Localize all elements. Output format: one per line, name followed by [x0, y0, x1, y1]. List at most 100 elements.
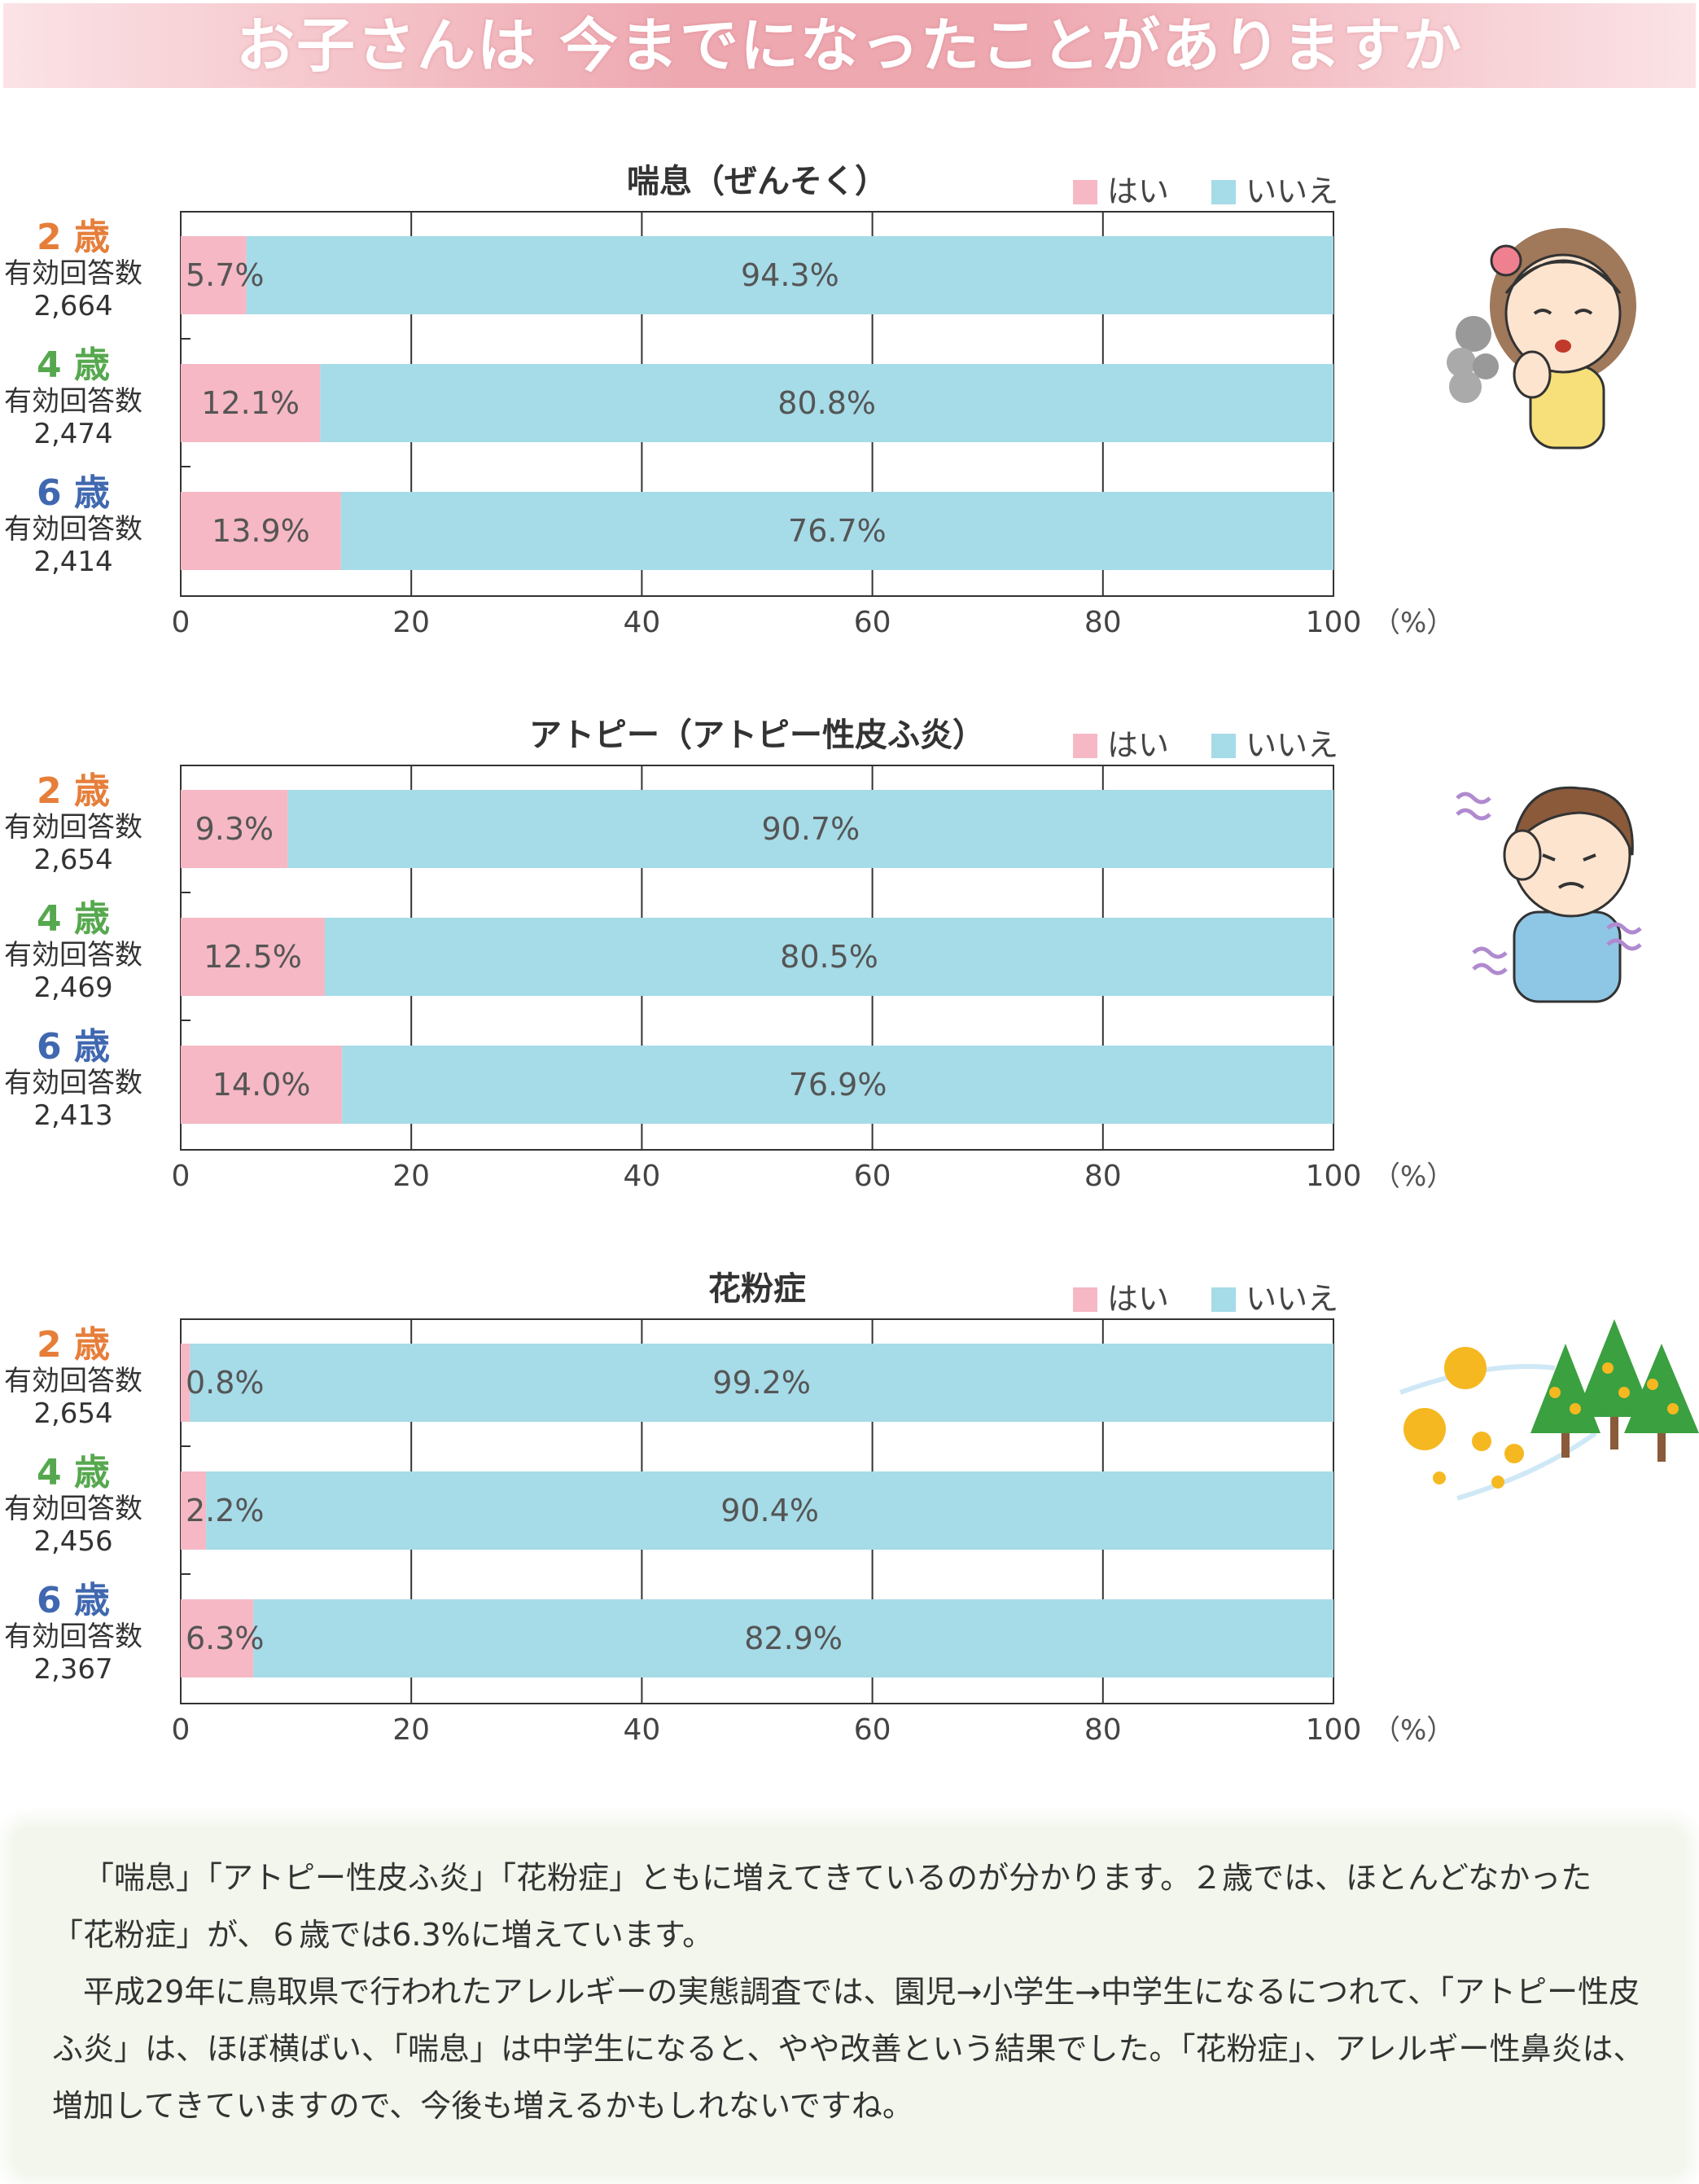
bar-yes: [181, 236, 247, 314]
respondents-label: 有効回答数: [4, 513, 142, 546]
category-label: 4 歳有効回答数 2,456: [0, 1452, 147, 1559]
bar-no: [253, 1599, 1333, 1677]
age-label: 2 歳: [37, 770, 110, 812]
x-tick-label: 60: [854, 1713, 891, 1747]
legend-label-no: いいえ: [1246, 173, 1339, 209]
page-title: お子さんは 今までになったことがありますか: [235, 11, 1464, 80]
data-label-yes: 6.3%: [186, 1620, 265, 1656]
x-tick-label: 0: [172, 1160, 190, 1193]
legend-label-yes: はい: [1107, 173, 1170, 209]
data-label-yes: 12.1%: [201, 385, 300, 421]
data-label-yes: 9.3%: [195, 811, 274, 847]
respondents-label: 有効回答数: [4, 811, 142, 844]
x-tick-label: 60: [854, 1160, 891, 1193]
age-label: 4 歳: [37, 898, 110, 940]
data-label-yes: 13.9%: [212, 513, 310, 549]
bar-yes: [181, 1599, 254, 1677]
bar-no: [340, 492, 1334, 570]
respondents-label: 有効回答数: [4, 1493, 142, 1525]
x-tick-label: 20: [392, 1713, 430, 1747]
x-tick-label: 100: [1306, 1713, 1362, 1747]
respondents-count: 2,367: [33, 1653, 113, 1686]
category-label: 2 歳有効回答数 2,654: [0, 770, 147, 877]
chart-title: 喘息（ぜんそく）: [627, 163, 887, 200]
bar-yes: [181, 492, 341, 570]
legend-item-no: いいえ: [1211, 727, 1338, 763]
age-label: 2 歳: [37, 1324, 110, 1366]
legend-item-yes: はい: [1073, 727, 1169, 763]
legend-label-yes: はい: [1107, 1281, 1170, 1317]
x-tick-label: 60: [854, 606, 891, 639]
bar-yes: [181, 1344, 190, 1422]
x-tick-label: 80: [1084, 606, 1122, 639]
data-label-no: 99.2%: [712, 1365, 811, 1401]
x-tick-label: 80: [1084, 1713, 1122, 1747]
bar-no: [342, 1046, 1333, 1124]
bar-no: [246, 236, 1333, 314]
data-label-no: 76.7%: [788, 513, 887, 549]
data-label-no: 76.9%: [789, 1067, 887, 1103]
chart-plot: 0 20 40 60 80 100 （%） 5.7% 94.3% 12.1% 80.8% 13.9% 7…: [172, 211, 1449, 639]
x-tick-label: 20: [392, 1160, 430, 1193]
respondents-count: 2,456: [33, 1525, 113, 1558]
bar-no: [206, 1471, 1334, 1550]
legend-swatch-yes: [1073, 1287, 1097, 1312]
age-label: 4 歳: [37, 1452, 110, 1493]
respondents-count: 2,654: [33, 844, 113, 876]
data-label-no: 80.8%: [777, 385, 876, 421]
title-banner: お子さんは 今までになったことがありますか: [3, 3, 1696, 88]
data-label-yes: 14.0%: [212, 1067, 311, 1103]
bar-yes: [181, 1471, 207, 1550]
data-label-no: 90.4%: [720, 1493, 819, 1528]
respondents-count: 2,474: [33, 418, 113, 450]
age-label: 6 歳: [37, 1026, 110, 1068]
chart-legend: はい いいえ: [1073, 720, 1371, 763]
chart-legend: はい いいえ: [1073, 166, 1371, 209]
bar-no: [190, 1344, 1333, 1422]
data-label-yes: 2.2%: [186, 1493, 265, 1528]
data-label-no: 82.9%: [744, 1620, 843, 1656]
category-label: 6 歳有効回答数 2,413: [0, 1026, 147, 1133]
chart-pollinosis: 花粉症 はい いいえ 2 歳有効回答数 2,654 4 歳有効回答数 2,456 6 歳…: [0, 1262, 1699, 1767]
respondents-count: 2,413: [33, 1099, 113, 1132]
bar-no: [287, 790, 1333, 868]
legend-swatch-yes: [1073, 734, 1097, 758]
legend-label-yes: はい: [1107, 727, 1170, 763]
x-tick-label: 20: [392, 606, 430, 639]
bar-yes: [181, 364, 321, 442]
chart-atopy: アトピー（アトピー性皮ふ炎） はい いいえ 2 歳有効回答数 2,654 4 歳有効…: [0, 708, 1699, 1213]
respondents-label: 有効回答数: [4, 385, 142, 418]
category-label: 6 歳有効回答数 2,414: [0, 474, 147, 579]
pollen-trees-illustration: [1399, 1319, 1699, 1501]
summary-box: 「喘息」「アトピー性皮ふ炎」「花粉症」ともに増えてきているのが分かります。２歳で…: [13, 1827, 1686, 2175]
x-tick-label: 40: [623, 1713, 660, 1747]
x-tick-label: 40: [623, 1160, 660, 1193]
respondents-label: 有効回答数: [4, 939, 142, 971]
data-label-yes: 5.7%: [186, 257, 265, 293]
x-unit-label: （%）: [1373, 1160, 1449, 1193]
chart-title: 花粉症: [708, 1270, 806, 1308]
coughing-girl-illustration: [1447, 228, 1636, 450]
respondents-label: 有効回答数: [4, 1067, 142, 1099]
legend-swatch-no: [1211, 734, 1237, 758]
legend-item-no: いいえ: [1211, 1281, 1338, 1317]
legend-swatch-yes: [1073, 180, 1097, 204]
category-label: 6 歳有効回答数 2,367: [0, 1581, 147, 1686]
chart-title: アトピー（アトピー性皮ふ炎）: [529, 717, 985, 754]
legend-item-yes: はい: [1073, 173, 1169, 209]
x-tick-label: 80: [1084, 1160, 1122, 1193]
data-label-yes: 12.5%: [204, 939, 302, 975]
chart-plot: 0 20 40 60 80 100 （%） 9.3% 90.7% 12.5% 80.5% 14.0% 7…: [172, 765, 1449, 1193]
x-tick-label: 100: [1306, 606, 1362, 639]
legend-item-no: いいえ: [1211, 173, 1338, 209]
summary-paragraph-1: 「喘息」「アトピー性皮ふ炎」「花粉症」ともに増えてきているのが分かります。２歳で…: [52, 1860, 1592, 1953]
bar-yes: [181, 918, 325, 996]
x-tick-label: 100: [1306, 1160, 1362, 1193]
chart-asthma: 喘息（ぜんそく） はい いいえ 2 歳有効回答数 2,664 4 歳有効回答数 2,4…: [0, 155, 1699, 660]
summary-paragraph-2: 平成29年に鳥取県で行われたアレルギーの実態調査では、園児→小学生→中学生になる…: [52, 1974, 1644, 2124]
chart-plot: 0 20 40 60 80 100 （%） 0.8% 99.2% 2.2% 90.4% 6.3% 82.…: [172, 1318, 1449, 1747]
data-label-yes: 0.8%: [186, 1365, 265, 1401]
bar-no: [320, 364, 1334, 442]
x-unit-label: （%）: [1373, 607, 1449, 639]
bar-no: [325, 918, 1333, 996]
